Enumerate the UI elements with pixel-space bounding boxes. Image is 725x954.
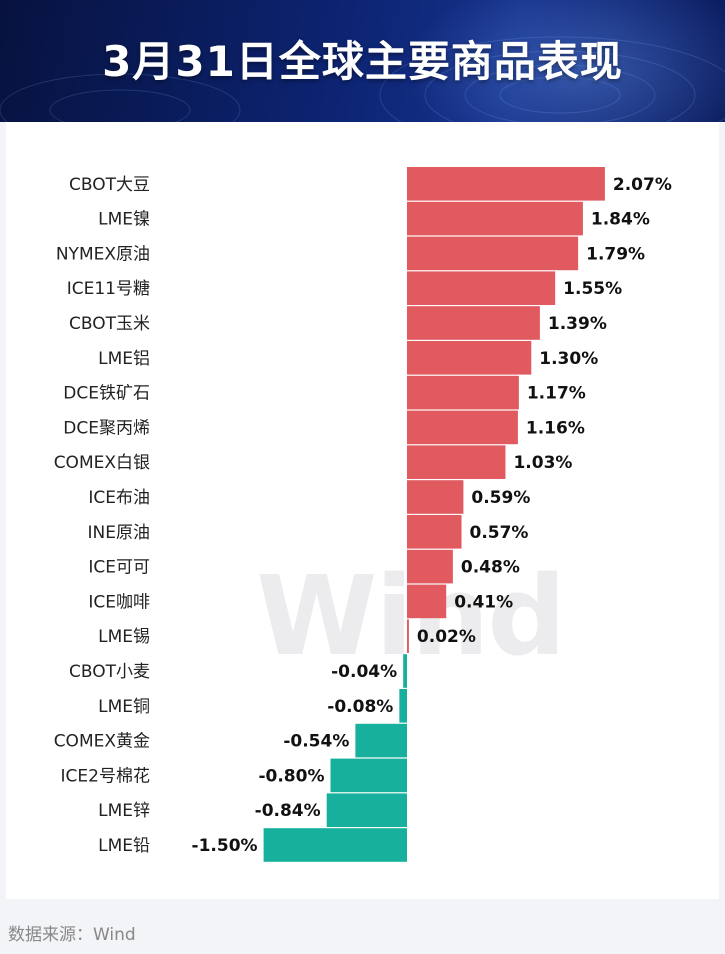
banner-decoration — [0, 36, 725, 122]
value-label-11: 0.48% — [461, 558, 520, 578]
value-label-17: -0.80% — [258, 766, 324, 786]
bar-14 — [403, 654, 407, 688]
category-label-11: ICE可可 — [88, 558, 150, 578]
header-banner: 3月31日全球主要商品表现 — [0, 0, 725, 122]
bar-12 — [407, 584, 447, 619]
page-title: 3月31日全球主要商品表现 — [102, 37, 623, 86]
bar-5 — [407, 341, 532, 375]
value-label-15: -0.08% — [327, 697, 393, 717]
category-label-1: LME镍 — [98, 210, 150, 230]
category-label-12: ICE咖啡 — [88, 592, 150, 612]
bar-0 — [407, 167, 605, 201]
category-label-14: CBOT小麦 — [69, 662, 150, 682]
data-source: 数据来源：Wind — [8, 925, 136, 945]
value-label-16: -0.54% — [283, 732, 349, 752]
category-label-15: LME铜 — [98, 697, 150, 717]
bar-13 — [407, 619, 409, 653]
banner-glow — [405, 0, 725, 122]
value-label-5: 1.30% — [539, 349, 598, 369]
bar-10 — [407, 515, 462, 549]
value-label-1: 1.84% — [591, 210, 650, 230]
value-label-14: -0.04% — [331, 662, 397, 682]
bar-4 — [407, 306, 540, 340]
value-label-0: 2.07% — [613, 175, 672, 195]
category-label-8: COMEX白银 — [54, 453, 150, 473]
bar-11 — [407, 549, 453, 584]
category-label-0: CBOT大豆 — [69, 175, 150, 195]
category-label-13: LME锡 — [98, 627, 150, 647]
bar-7 — [407, 410, 518, 445]
category-label-10: INE原油 — [88, 523, 150, 543]
value-label-7: 1.16% — [526, 418, 585, 438]
bar-3 — [407, 271, 556, 305]
value-label-18: -0.84% — [255, 801, 321, 821]
value-label-2: 1.79% — [586, 244, 645, 264]
category-label-9: ICE布油 — [88, 488, 150, 508]
value-label-4: 1.39% — [548, 314, 607, 334]
value-label-9: 0.59% — [471, 488, 530, 508]
category-label-7: DCE聚丙烯 — [63, 418, 150, 438]
value-label-13: 0.02% — [417, 627, 476, 647]
category-label-18: LME锌 — [98, 801, 150, 821]
category-label-6: DCE铁矿石 — [63, 384, 150, 404]
bar-1 — [407, 201, 583, 236]
value-label-8: 1.03% — [513, 453, 572, 473]
value-label-10: 0.57% — [469, 523, 528, 543]
category-label-5: LME铝 — [98, 349, 150, 369]
bar-2 — [407, 236, 579, 271]
category-label-3: ICE11号糖 — [67, 279, 150, 299]
bar-17 — [330, 758, 407, 793]
bar-15 — [399, 689, 407, 723]
category-label-16: COMEX黄金 — [54, 732, 150, 752]
value-label-3: 1.55% — [563, 279, 622, 299]
bar-9 — [407, 480, 464, 514]
category-label-19: LME铅 — [98, 836, 150, 856]
bar-8 — [407, 445, 506, 479]
bar-19 — [263, 828, 407, 862]
category-label-2: NYMEX原油 — [56, 244, 150, 264]
category-label-4: CBOT玉米 — [69, 314, 150, 334]
bar-6 — [407, 375, 519, 410]
value-label-6: 1.17% — [527, 384, 586, 404]
bar-16 — [355, 723, 407, 758]
bar-18 — [326, 793, 407, 827]
value-label-19: -1.50% — [192, 836, 258, 856]
value-label-12: 0.41% — [454, 592, 513, 612]
category-label-17: ICE2号棉花 — [61, 766, 150, 786]
